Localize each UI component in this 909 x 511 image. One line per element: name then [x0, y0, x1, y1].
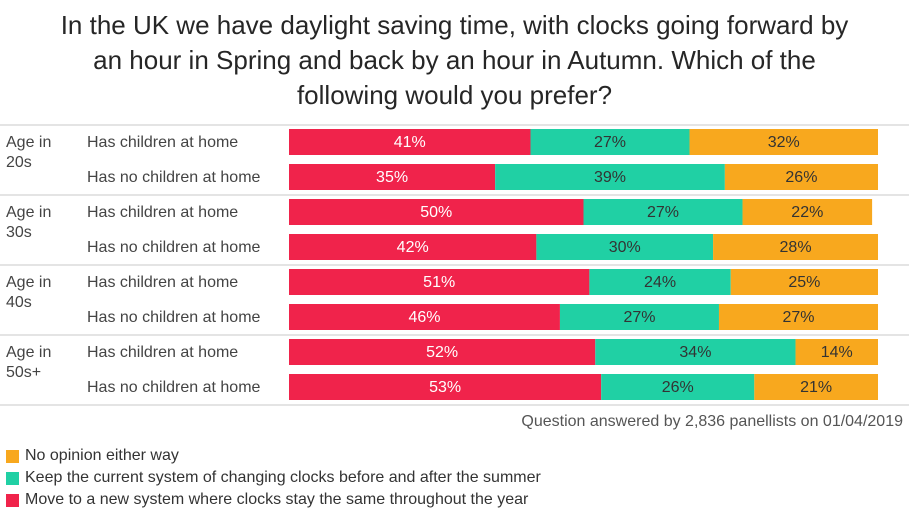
- legend-swatch-keep: [6, 471, 19, 485]
- value-label-move: 35%: [376, 169, 408, 186]
- legend-item-none: No opinion either way: [6, 445, 541, 467]
- chart-title: In the UK we have daylight saving time, …: [0, 8, 909, 113]
- bar-segment-keep: [583, 199, 743, 225]
- footnote: Question answered by 2,836 panellists on…: [521, 413, 903, 430]
- chart-title-line: an hour in Spring and back by an hour in…: [93, 45, 816, 75]
- row-label: Has no children at home: [87, 239, 261, 256]
- bar-segment-move: [289, 129, 531, 155]
- value-label-keep: 34%: [679, 344, 711, 361]
- bar-segment-keep: [601, 374, 755, 400]
- bar-segment-none: [754, 374, 878, 400]
- bar-segment-none: [724, 164, 878, 190]
- legend-swatch-move: [6, 493, 19, 507]
- bar-segment-move: [289, 374, 602, 400]
- value-label-keep: 26%: [662, 379, 694, 396]
- bar-segment-keep: [536, 234, 714, 260]
- bar-segment-none: [718, 304, 878, 330]
- chart-title-line: In the UK we have daylight saving time, …: [60, 10, 849, 40]
- chart-title-line: following would you prefer?: [296, 80, 613, 110]
- bar-segment-move: [289, 164, 496, 190]
- value-label-none: 14%: [821, 344, 853, 361]
- bar-segment-move: [289, 234, 537, 260]
- value-label-move: 51%: [423, 274, 455, 291]
- group-label: Age in: [6, 344, 51, 361]
- bar-segment-none: [713, 234, 878, 260]
- value-label-keep: 24%: [644, 274, 676, 291]
- value-label-move: 41%: [394, 134, 426, 151]
- value-label-none: 21%: [800, 379, 832, 396]
- value-label-keep: 27%: [647, 204, 679, 221]
- bar-segment-none: [730, 269, 878, 295]
- value-label-move: 53%: [429, 379, 461, 396]
- value-label-move: 46%: [408, 309, 440, 326]
- value-label-move: 50%: [420, 204, 452, 221]
- group-label: 20s: [6, 154, 32, 171]
- value-label-keep: 27%: [594, 134, 626, 151]
- legend-label-keep: Keep the current system of changing cloc…: [25, 469, 541, 486]
- group-label: Age in: [6, 204, 51, 221]
- value-label-move: 42%: [397, 239, 429, 256]
- bar-segment-keep: [495, 164, 725, 190]
- bar-segment-none: [742, 199, 873, 225]
- legend-label-none: No opinion either way: [25, 447, 179, 464]
- legend-label-move: Move to a new system where clocks stay t…: [25, 491, 529, 508]
- value-label-none: 32%: [768, 134, 800, 151]
- group-label: 30s: [6, 224, 32, 241]
- bar-segment-move: [289, 269, 590, 295]
- value-label-none: 28%: [780, 239, 812, 256]
- bar-segment-none: [689, 129, 878, 155]
- group-label: Age in: [6, 134, 51, 151]
- bar-segment-move: [289, 199, 584, 225]
- value-label-keep: 30%: [609, 239, 641, 256]
- bar-segment-keep: [589, 269, 731, 295]
- legend-swatch-none: [6, 449, 19, 463]
- bar-segment-keep: [559, 304, 719, 330]
- row-label: Has children at home: [87, 204, 238, 221]
- value-label-none: 26%: [785, 169, 817, 186]
- row-label: Has no children at home: [87, 379, 261, 396]
- row-label: Has children at home: [87, 274, 238, 291]
- bar-segment-none: [795, 339, 878, 365]
- value-label-none: 27%: [782, 309, 814, 326]
- bar-segment-move: [289, 339, 596, 365]
- row-label: Has children at home: [87, 344, 238, 361]
- stacked-bar-chart: Age in 20s Has children at home 41% 27% 32% Ha…: [0, 124, 909, 406]
- value-label-keep: 27%: [623, 309, 655, 326]
- value-label-none: 25%: [788, 274, 820, 291]
- group-label: 40s: [6, 294, 32, 311]
- group-label: Age in: [6, 274, 51, 291]
- bar-segment-keep: [530, 129, 690, 155]
- row-label: Has no children at home: [87, 169, 261, 186]
- legend-item-keep: Keep the current system of changing cloc…: [6, 467, 541, 489]
- value-label-keep: 39%: [594, 169, 626, 186]
- bar-segment-move: [289, 304, 560, 330]
- value-label-move: 52%: [426, 344, 458, 361]
- value-label-none: 22%: [791, 204, 823, 221]
- group-label: 50s+: [6, 364, 41, 381]
- legend-item-move: Move to a new system where clocks stay t…: [6, 489, 541, 511]
- row-label: Has no children at home: [87, 309, 261, 326]
- bar-segment-keep: [595, 339, 796, 365]
- row-label: Has children at home: [87, 134, 238, 151]
- legend: No opinion either way Keep the current s…: [6, 445, 541, 511]
